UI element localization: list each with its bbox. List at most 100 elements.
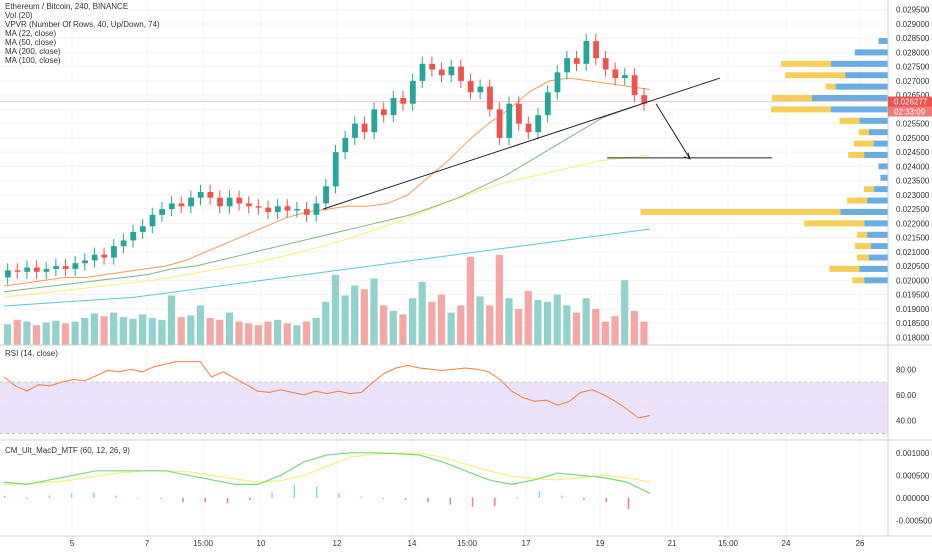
candle-body	[53, 266, 59, 269]
volume-bar	[283, 323, 291, 345]
macd-signal-line	[3, 452, 651, 485]
time-tick-label: 5	[70, 539, 75, 548]
macd-tick-label: 0.001000	[896, 449, 930, 458]
volume-bar	[408, 298, 417, 345]
volume-bar	[167, 295, 176, 345]
vpvr-bar-down	[852, 277, 865, 284]
time-tick-label: 24	[782, 539, 791, 548]
price-tick-label: 0.018000	[896, 333, 930, 342]
volume-bar	[572, 312, 581, 345]
volume-bar	[61, 323, 70, 345]
candle-body	[197, 192, 204, 198]
volume-bar	[254, 325, 262, 345]
price-tick-label: 0.021000	[896, 248, 930, 257]
vpvr-bar-up	[812, 95, 888, 102]
volume-bar	[138, 314, 147, 345]
volume-bar	[32, 325, 41, 345]
volume-bar	[71, 321, 79, 345]
vpvr-bar-down	[829, 265, 860, 272]
candle-body	[583, 41, 590, 64]
candle-body	[352, 123, 358, 138]
rsi-label: RSI (14, close)	[5, 349, 58, 358]
vpvr-bar-up	[835, 83, 888, 90]
macd-hist-bar	[560, 495, 563, 498]
ma22-line	[3, 77, 651, 287]
macd-pane	[3, 452, 651, 510]
rsi-tick-label: 80.00	[896, 365, 917, 374]
volume-bar	[543, 301, 552, 345]
macd-tick-label: -0.000500	[896, 516, 932, 525]
candle-body	[43, 268, 50, 272]
macd-hist-bar	[93, 492, 95, 498]
vpvr-bar-down	[853, 140, 874, 147]
time-tick-label: 15:00	[718, 539, 739, 548]
countdown-badge	[888, 106, 932, 117]
vpvr-bar-down	[857, 231, 868, 238]
volume-bar	[177, 317, 185, 345]
macd-hist-bar	[427, 497, 429, 503]
volume-bar	[524, 291, 532, 345]
time-tick-label: 12	[333, 539, 342, 548]
vpvr-bar-up	[870, 243, 888, 250]
candle-body	[448, 66, 455, 76]
vpvr-histogram	[640, 38, 888, 284]
volume-bar	[418, 282, 426, 345]
volume-bar	[196, 305, 205, 345]
volume-bar	[466, 256, 475, 345]
price-tick-label: 0.021500	[896, 234, 930, 243]
price-tick-label: 0.028000	[896, 48, 930, 57]
candle-body	[622, 75, 628, 79]
rsi-band	[0, 382, 888, 434]
candle-body	[477, 86, 484, 93]
rsi-line	[3, 361, 651, 419]
macd-hist-bar	[4, 495, 6, 498]
price-tick-label: 0.029000	[896, 20, 930, 29]
macd-hist-bar	[471, 497, 474, 507]
macd-hist-bar	[137, 497, 140, 499]
vpvr-bar-up	[864, 277, 888, 284]
rsi-tick-label: 40.00	[896, 417, 917, 426]
drawings	[0, 77, 888, 210]
vpvr-bar-up	[878, 163, 888, 170]
candle-body	[458, 66, 464, 81]
price-tick-label: 0.029500	[896, 6, 930, 15]
legend-title: Ethereum / Bitcoin, 240, BINANCE	[5, 2, 129, 11]
vpvr-bar-up	[869, 129, 888, 136]
price-tick-label: 0.024500	[896, 148, 930, 157]
price-tick-label: 0.028500	[896, 34, 930, 43]
volume-bar	[380, 305, 388, 345]
moving-averages	[3, 77, 651, 307]
macd-hist-bar	[293, 484, 296, 498]
vpvr-bar-down	[847, 197, 868, 204]
vpvr-bar-down	[771, 106, 831, 113]
vpvr-bar-up	[864, 151, 888, 158]
current-price-label: 0.026277	[894, 98, 928, 107]
vpvr-bar-up	[831, 106, 888, 113]
vpvr-bar-up	[854, 49, 888, 56]
candle-body	[612, 69, 619, 79]
volume-bar	[341, 295, 349, 345]
current-price-badge	[888, 96, 932, 107]
price-tick-label: 0.019500	[896, 291, 930, 300]
candle-body	[111, 246, 117, 258]
volume-bar	[42, 322, 50, 345]
macd-hist-bar	[48, 495, 51, 498]
volume-bar	[370, 278, 378, 345]
volume-bar	[437, 294, 446, 345]
candle-body	[487, 86, 493, 110]
macd-hist-bar	[204, 497, 206, 503]
macd-hist-bar	[249, 497, 251, 501]
volume-bar	[630, 310, 638, 345]
volume-bar	[515, 309, 523, 345]
vpvr-bar-up	[859, 117, 888, 124]
candle-body	[332, 152, 339, 187]
volume-bar	[235, 321, 243, 345]
volume-bar	[611, 316, 619, 345]
candle-body	[313, 203, 320, 215]
candle-body	[101, 254, 108, 258]
macd-line	[3, 452, 651, 494]
macd-hist-bar	[115, 495, 117, 498]
candle-body	[139, 226, 146, 232]
vpvr-bar-up	[867, 231, 888, 238]
candle-body	[14, 270, 21, 272]
